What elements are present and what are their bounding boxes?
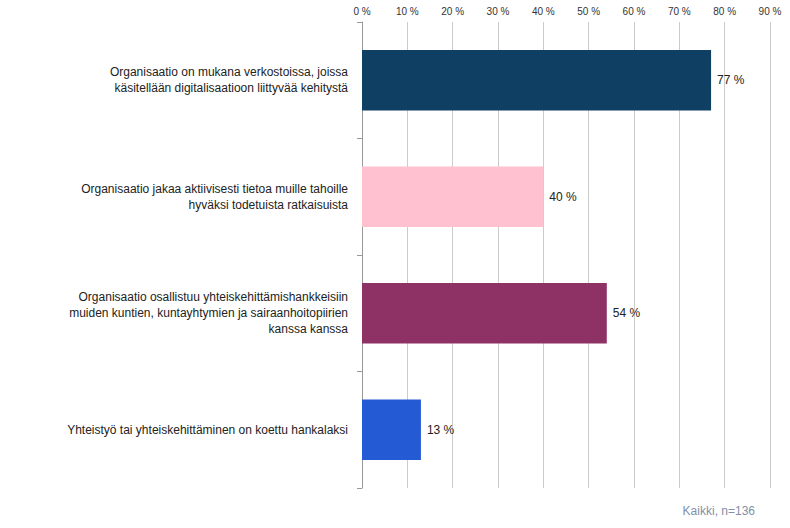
svg-text:90 %: 90 %: [759, 6, 782, 17]
svg-text:muiden kuntien, kuntayhtymien: muiden kuntien, kuntayhtymien ja sairaan…: [69, 306, 348, 320]
svg-text:Kaikki, n=136: Kaikki, n=136: [683, 504, 756, 518]
svg-text:Organisaatio jakaa aktiivisest: Organisaatio jakaa aktiivisesti tietoa m…: [81, 182, 348, 196]
svg-text:60 %: 60 %: [623, 6, 646, 17]
svg-text:hyväksi todetuista ratkaisuist: hyväksi todetuista ratkaisuista: [189, 198, 349, 212]
svg-text:50 %: 50 %: [577, 6, 600, 17]
svg-text:77 %: 77 %: [717, 73, 745, 87]
svg-text:40 %: 40 %: [549, 190, 577, 204]
svg-text:54 %: 54 %: [613, 306, 641, 320]
svg-text:13 %: 13 %: [427, 423, 455, 437]
svg-text:10 %: 10 %: [396, 6, 419, 17]
svg-text:Organisaatio on mukana verkost: Organisaatio on mukana verkostoissa, joi…: [110, 65, 348, 79]
svg-text:Organisaatio osallistuu yhteis: Organisaatio osallistuu yhteiskehittämis…: [79, 290, 348, 304]
svg-text:Yhteistyö tai yhteiskehittämin: Yhteistyö tai yhteiskehittäminen on koet…: [67, 423, 348, 437]
svg-text:80 %: 80 %: [713, 6, 736, 17]
svg-text:30 %: 30 %: [487, 6, 510, 17]
svg-text:0 %: 0 %: [353, 6, 370, 17]
svg-text:kanssa kanssa: kanssa kanssa: [269, 322, 349, 336]
svg-text:20 %: 20 %: [441, 6, 464, 17]
svg-text:käsitellään digitalisaatioon l: käsitellään digitalisaatioon liittyvää k…: [115, 81, 349, 95]
svg-text:70 %: 70 %: [668, 6, 691, 17]
svg-text:40 %: 40 %: [532, 6, 555, 17]
